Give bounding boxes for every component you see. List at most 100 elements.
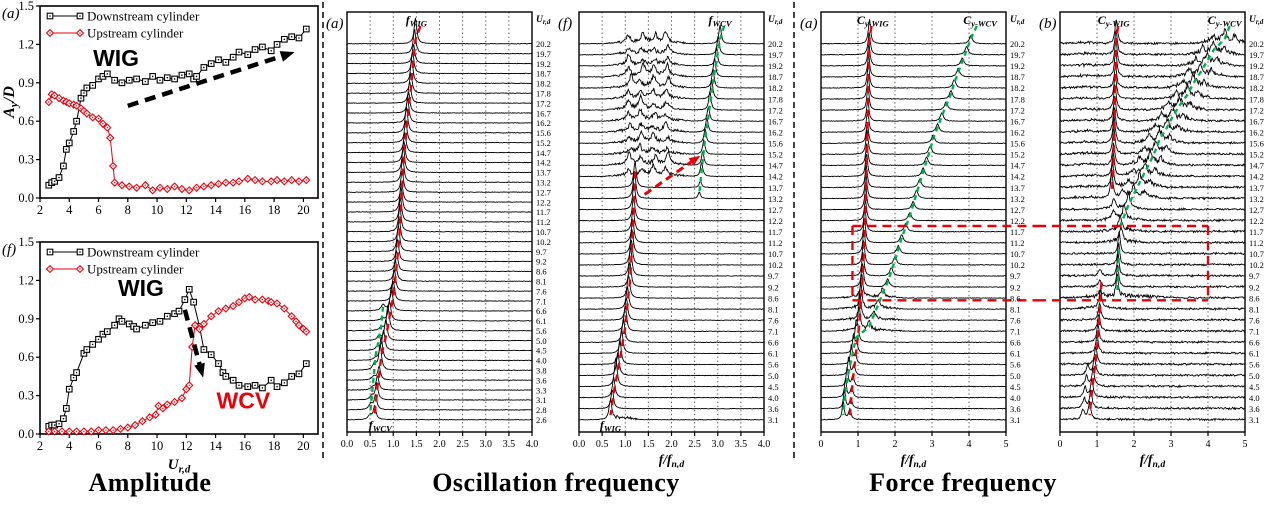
psd-trace [578,116,765,134]
u-value: 19.2 [1249,61,1264,71]
psd-trace [820,153,1007,178]
u-value: 5.6 [1249,360,1260,370]
psd-trace [1059,153,1246,179]
u-value: 19.7 [1010,50,1025,60]
u-column-header: Ur,d [768,15,783,26]
u-value: 5.6 [536,326,547,336]
x-tick-label: 4.0 [526,439,539,450]
x-tick-label: 16 [239,439,252,453]
u-value: 15.2 [1249,150,1264,160]
x-tick-label: 1.5 [642,439,655,450]
freq-label: fWCV [709,13,733,29]
x-tick-label: 2.5 [688,439,701,450]
freq-label: fWCV [369,418,393,434]
x-tick-label: 1.5 [410,439,423,450]
psd-trace [346,343,533,372]
u-value: 12.7 [1010,205,1025,215]
x-tick-label: 0 [1058,439,1063,450]
psd-trace [1059,73,1246,101]
u-value: 9.7 [536,247,547,257]
u-value: 14.7 [536,148,551,158]
u-value: 15.2 [768,150,783,160]
psd-trace [820,99,1007,122]
u-value: 16.2 [1010,127,1025,137]
u-value: 15.6 [1249,139,1264,149]
u-value: 12.2 [1249,216,1264,226]
u-value: 9.2 [536,257,547,267]
x-tick-label: 3 [930,439,935,450]
x-tick-label: 2.0 [665,439,678,450]
u-value: 17.2 [536,98,551,108]
u-value: 20.2 [1010,39,1025,49]
u-value: 4.0 [1249,393,1260,403]
u-value: 9.2 [1010,282,1021,292]
u-value: 3.1 [1010,415,1021,425]
u-value: 16.7 [768,116,783,126]
psd-trace [346,71,533,95]
psd-trace [578,91,765,111]
u-value: 18.2 [536,79,551,89]
x-tick-label: 0.5 [596,439,609,450]
psd-trace [346,205,533,233]
psd-trace [1059,38,1246,69]
force-waterfall-b: 20.2 19.7 19.2 18.7 18.2 17.8 17.2 16.7 16.2 15.6… [1037,0,1269,468]
psd-trace [1059,127,1246,157]
u-value: 3.6 [1010,404,1021,414]
u-value: 9.7 [1249,271,1260,281]
u-value: 14.2 [768,172,783,182]
psd-trace [820,109,1007,133]
u-value: 5.6 [1010,360,1021,370]
psd-trace [346,336,533,362]
u-value: 3.8 [536,366,547,376]
section-divider-left [322,2,324,458]
u-value: 7.6 [768,315,779,325]
psd-trace [346,225,533,253]
u-value: 14.2 [536,158,551,168]
u-value: 16.7 [536,108,551,118]
u-value: 15.2 [1010,150,1025,160]
force-waterfall-a: 20.2 19.7 19.2 18.7 18.2 17.8 17.2 16.7 16.2 15.6… [798,0,1037,468]
x-tick-label: 12 [180,203,193,217]
x-tick-label: 4 [66,439,73,453]
u-value: 19.2 [1010,61,1025,71]
u-value: 18.2 [1249,83,1264,93]
psd-trace [346,119,532,144]
u-value: 13.7 [768,183,783,193]
psd-trace [578,80,764,100]
psd-trace [1059,301,1246,323]
psd-trace [346,364,533,381]
u-value: 4.5 [768,382,779,392]
u-value: 10.7 [1249,249,1264,259]
u-value: 20.2 [1249,39,1264,49]
psd-trace [820,218,1007,244]
annotation-WIG: WIG [118,275,164,301]
psd-trace [346,60,533,85]
u-value: 2.6 [536,415,547,425]
psd-trace [346,269,533,292]
u-value: 6.1 [1249,349,1260,359]
x-tick-label: 2.0 [433,439,446,450]
u-value: 17.2 [1010,105,1025,115]
psd-trace [578,171,765,200]
x-tick-label: 16 [239,203,252,217]
u-value: 7.6 [1010,315,1021,325]
psd-trace [820,164,1007,189]
psd-trace [346,280,533,302]
psd-trace [578,138,765,156]
y-tick-label: 1.2 [18,273,34,287]
psd-trace [820,63,1006,89]
psd-trace [1059,356,1246,378]
y-tick-label: 0.6 [18,350,34,364]
psd-trace [578,247,765,277]
u-value: 12.7 [768,205,783,215]
x-tick-label: 0.0 [341,439,354,450]
u-value: 8.1 [768,304,779,314]
u-value: 7.1 [536,296,547,306]
y-tick-label: 1.5 [18,0,34,13]
psd-trace [346,393,532,411]
u-value: 13.7 [536,168,551,178]
psd-trace [346,146,533,174]
dashed-arrow [182,309,203,368]
u-value: 14.2 [1249,172,1264,182]
psd-trace [820,343,1007,366]
